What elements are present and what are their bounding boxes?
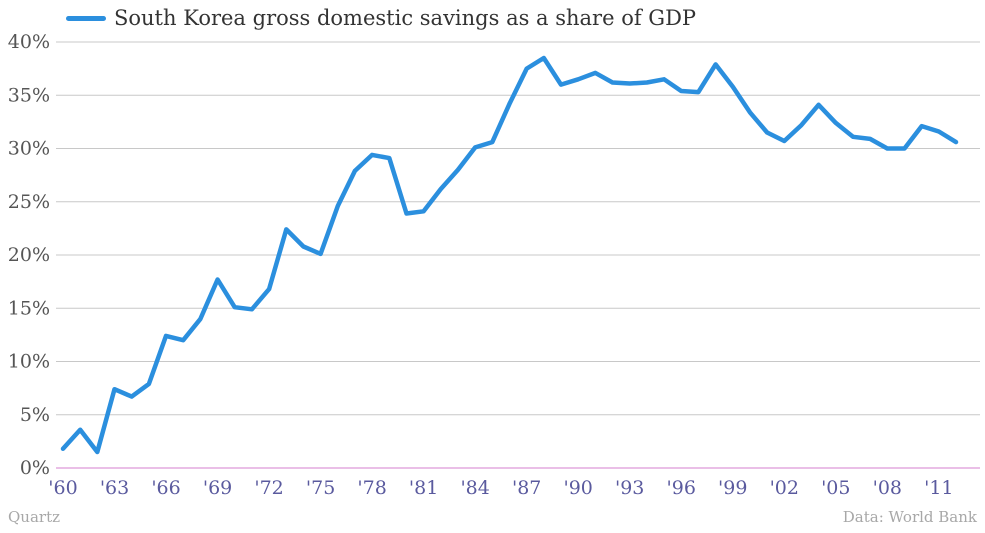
y-tick-label: 5%	[20, 404, 50, 426]
data-source: Data: World Bank	[842, 508, 977, 526]
y-tick-label: 0%	[20, 457, 50, 479]
gridlines	[56, 41, 980, 469]
x-tick-label: '99	[718, 477, 747, 499]
chart-legend: South Korea gross domestic savings as a …	[66, 6, 696, 30]
x-tick-label: '66	[151, 477, 180, 499]
series-lines	[60, 55, 959, 455]
x-tick-label: '90	[563, 477, 592, 499]
x-tick-label: '81	[409, 477, 438, 499]
y-tick-label: 35%	[8, 84, 50, 106]
x-tick-label: '84	[460, 477, 489, 499]
x-tick-label: '72	[254, 477, 283, 499]
y-axis-tick-labels: 0% 5% 10% 15% 20% 25% 30% 35% 40%	[8, 31, 50, 479]
x-tick-label: '60	[48, 477, 77, 499]
y-tick-label: 30%	[8, 138, 50, 160]
x-tick-label: '69	[203, 477, 232, 499]
legend-swatch	[66, 15, 106, 21]
legend-label: South Korea gross domestic savings as a …	[114, 6, 697, 30]
y-tick-label: 15%	[8, 297, 50, 319]
x-axis-tick-labels: '60 '63 '66 '69 '72 '75 '78 '81 '84 '87 '90 '93 '96 '…	[48, 477, 953, 499]
x-tick-label: '05	[821, 477, 850, 499]
x-tick-label: '96	[667, 477, 696, 499]
y-tick-label: 10%	[8, 351, 50, 373]
x-tick-label: '87	[512, 477, 541, 499]
y-tick-label: 40%	[8, 31, 50, 53]
x-tick-label: '63	[100, 477, 129, 499]
series-line	[60, 55, 959, 455]
publisher-credit: Quartz	[8, 508, 61, 526]
x-tick-label: '93	[615, 477, 644, 499]
y-tick-label: 20%	[8, 244, 50, 266]
y-tick-label: 25%	[8, 191, 50, 213]
x-tick-label: '75	[306, 477, 335, 499]
x-tick-label: '11	[924, 477, 953, 499]
x-tick-label: '08	[873, 477, 902, 499]
x-tick-label: '02	[770, 477, 799, 499]
x-tick-label: '78	[357, 477, 386, 499]
